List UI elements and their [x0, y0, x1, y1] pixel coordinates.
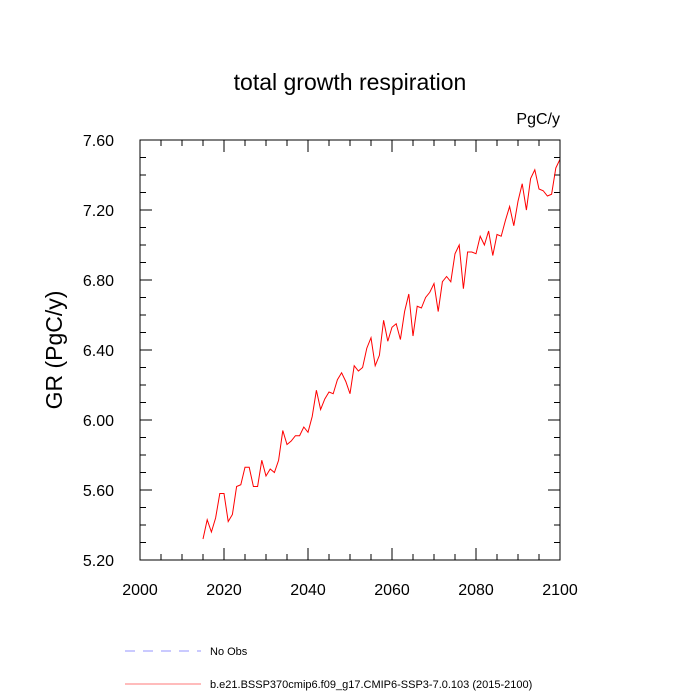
y-tick-label: 6.00 — [83, 413, 114, 430]
axis-tick-labels: 2000 2020 2040 2060 2080 2100 5.20 5.60 6.00 6.40… — [83, 133, 578, 599]
axis-ticks — [139, 139, 561, 561]
units-label: PgC/y — [516, 111, 560, 128]
legend: No Obs b.e21.BSSP370cmip6.f09_g17.CMIP6-… — [125, 646, 532, 691]
x-tick-label: 2040 — [290, 582, 326, 599]
chart-title: total growth respiration — [234, 69, 467, 95]
y-axis-label: GR (PgC/y) — [41, 291, 67, 410]
x-tick-label: 2020 — [206, 582, 242, 599]
x-tick-label: 2080 — [458, 582, 494, 599]
y-tick-label: 7.20 — [83, 203, 114, 220]
legend-label-no-obs: No Obs — [210, 646, 248, 658]
series-layer — [202, 159, 561, 540]
x-tick-label: 2000 — [122, 582, 158, 599]
y-tick-label: 7.60 — [83, 133, 114, 150]
series-line-0 — [202, 159, 561, 540]
y-tick-label: 5.60 — [83, 483, 114, 500]
y-tick-label: 6.40 — [83, 343, 114, 360]
x-tick-label: 2060 — [374, 582, 410, 599]
x-tick-label: 2100 — [542, 582, 578, 599]
y-tick-label: 6.80 — [83, 273, 114, 290]
plot-frame — [139, 139, 561, 561]
y-tick-label: 5.20 — [83, 553, 114, 570]
legend-label-model-run: b.e21.BSSP370cmip6.f09_g17.CMIP6-SSP3-7.… — [210, 679, 532, 691]
